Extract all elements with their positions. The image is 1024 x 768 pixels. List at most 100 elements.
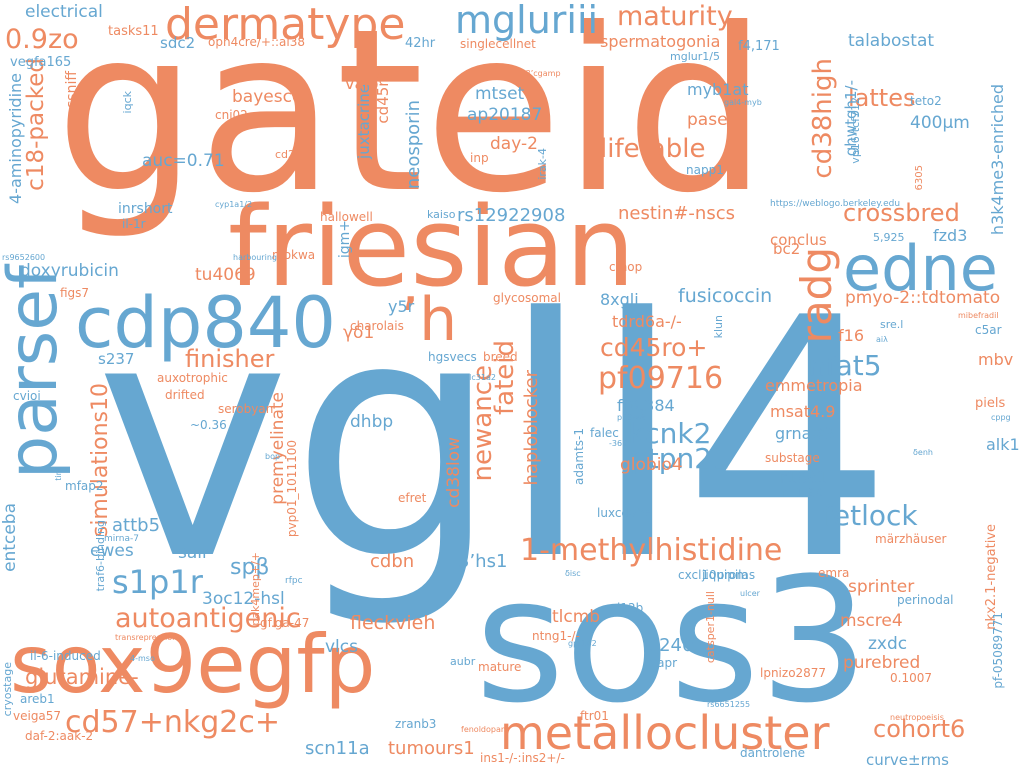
word: scn11a <box>305 738 370 759</box>
word: cohort6 <box>873 715 966 743</box>
word: bayescce <box>232 87 312 107</box>
word: mature <box>478 660 522 674</box>
word: tumours1 <box>388 738 475 759</box>
word: mtset <box>475 84 525 104</box>
word: cdbn <box>370 551 415 572</box>
word: irak-4 <box>536 148 549 180</box>
word: finisher <box>185 345 275 373</box>
word: δenh <box>913 448 933 457</box>
word: tu4069 <box>195 265 256 285</box>
word: crossbred <box>843 199 960 227</box>
word: breed <box>483 350 518 364</box>
word: lifetable <box>600 134 706 164</box>
word: klun <box>712 315 725 339</box>
word: bop <box>265 452 281 461</box>
word: ap20187 <box>467 105 543 125</box>
word: gf.ga-47 <box>260 616 310 630</box>
word: γδ1 <box>343 323 375 343</box>
word: 0.1007 <box>890 671 932 685</box>
word: f4,171 <box>738 39 780 54</box>
word: märzhäuser <box>875 532 947 546</box>
word: mscre4 <box>840 611 903 631</box>
word: cdp840 <box>75 282 336 364</box>
word: day-2 <box>490 134 538 154</box>
word: gpr142 <box>568 639 597 648</box>
word: areb1 <box>20 692 55 706</box>
word: fzd3 <box>933 226 968 245</box>
word: slc31a2 <box>465 373 496 382</box>
word: simulations10 <box>88 383 113 538</box>
word: aubr <box>450 655 476 668</box>
word: radg <box>792 247 841 344</box>
word: kcnk2 <box>628 417 712 450</box>
word: hgsvecs <box>428 350 477 364</box>
word: ssniff <box>64 71 80 108</box>
word: pmyo-2::tdtomato <box>845 288 1001 308</box>
word: cryostage <box>1 662 14 717</box>
word: neosporin <box>403 100 424 190</box>
word: dermatype <box>165 0 406 50</box>
word: grna#3 <box>775 424 835 443</box>
word: maturity <box>617 1 733 32</box>
word: veiga57 <box>13 709 62 723</box>
word: 5,925 <box>873 231 905 244</box>
word: vlcs <box>325 637 358 657</box>
word: attb5 <box>112 515 161 536</box>
word: myb1at <box>687 80 749 99</box>
word: transrepression <box>115 633 178 642</box>
word: vgll4 <box>95 248 894 632</box>
word: f=1.89 <box>782 486 823 500</box>
word: 4-mso <box>130 654 155 663</box>
word: i12b <box>617 601 644 615</box>
word: sox9egfp <box>10 618 376 711</box>
word: auxotrophic <box>157 371 228 385</box>
word: falec <box>590 426 619 440</box>
word: mgluriii <box>455 0 599 42</box>
word: xapr <box>650 656 678 670</box>
word: h3k4me3-enriched <box>988 84 1007 236</box>
word: zxdc <box>868 634 908 654</box>
word: cd57+nkg2c+ <box>65 705 280 740</box>
word: cd24 <box>275 148 303 161</box>
word: rfpc <box>285 576 303 586</box>
word: kaiso <box>427 208 456 221</box>
word: neutropoeisis <box>890 713 944 722</box>
word: il-1r <box>122 217 146 231</box>
word: tdrd6a-/- <box>612 312 682 331</box>
word: mokwa <box>272 248 316 262</box>
word: mfap2 <box>65 479 104 493</box>
word: s1p1r <box>112 563 203 601</box>
word: adamts-1 <box>572 428 586 485</box>
word: sos3 <box>475 540 869 741</box>
word: fenoldopam <box>461 725 509 734</box>
word: globio4 <box>620 455 683 475</box>
word: iqck <box>121 91 134 114</box>
word: singlecellnet <box>460 37 536 51</box>
word: emmetropia <box>765 376 863 395</box>
word: vegfa165 <box>10 55 72 70</box>
word: cd38high <box>808 58 838 179</box>
word: hallowell <box>320 210 373 224</box>
word: jiquipilas <box>702 568 756 582</box>
word: entceba <box>0 503 20 572</box>
word: bc2 <box>773 240 801 258</box>
word: fleckvieh <box>350 612 436 634</box>
word: δisc <box>565 569 581 578</box>
word: valo <box>345 74 379 93</box>
word: msat4.9 <box>770 402 836 421</box>
word: rs6651255 <box>707 700 751 709</box>
word: dantrolene <box>740 746 805 760</box>
word: pf-05089771 <box>991 612 1005 689</box>
word: drifted <box>165 388 205 402</box>
word: cd45ro+ <box>600 333 708 362</box>
word: opn4cre/+::ai38 <box>208 35 305 49</box>
word: 8xgli <box>600 290 639 309</box>
word: il-6-induced <box>30 649 101 663</box>
word: pf09716 <box>598 361 724 396</box>
word: p53-wt <box>617 413 645 422</box>
word: sdc2 <box>160 34 196 52</box>
word: metallocluster <box>500 706 830 760</box>
word: fetlock <box>823 499 918 532</box>
word: juxtacrine <box>355 84 373 159</box>
word: https://weblogo.berkeley.edu <box>770 199 901 209</box>
